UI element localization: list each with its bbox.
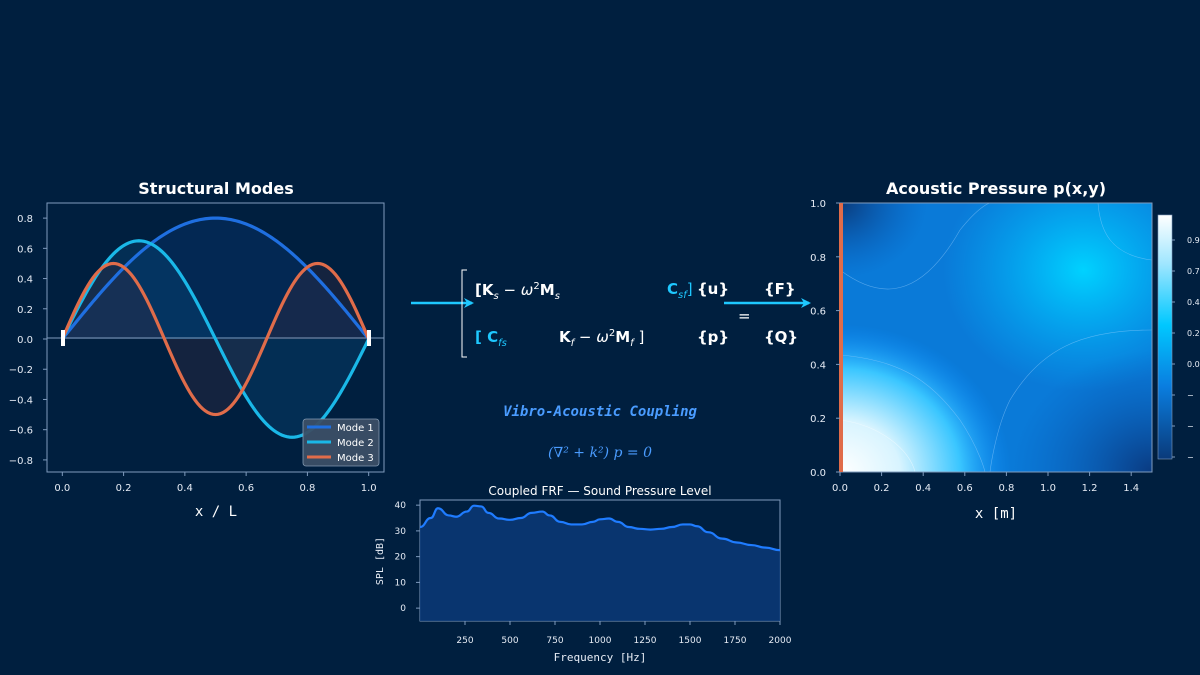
pressure-xtick-label: 1.2	[1082, 483, 1098, 494]
contour-line	[1097, 203, 1152, 261]
contour-line	[989, 329, 1152, 472]
pressure-ytick-label: 0.0	[810, 468, 826, 479]
pressure-ytick-label: 0.6	[810, 307, 826, 318]
modes-ytick-label: 0.6	[17, 244, 33, 255]
eq-row1-ks: [Ks − ω2Ms	[475, 281, 560, 302]
modes-ytick-label: −0.2	[9, 365, 33, 376]
legend-label-mode-1: Mode 1	[337, 423, 374, 434]
mode-1-fill	[62, 218, 369, 340]
modes-xtick-label: 0.0	[54, 483, 70, 494]
frf-xtick-label: 1250	[634, 636, 657, 646]
eq-row2-kf: Kf − ω2Mf ]	[559, 328, 644, 349]
frf-xtick-label: 750	[546, 636, 563, 646]
pressure-field	[840, 203, 1152, 472]
frf-xtick-label: 2000	[769, 636, 792, 646]
modes-ytick-label: −0.4	[9, 395, 33, 406]
acoustic-pressure-chart: Acoustic Pressure p(x,y) 0.0 0.2 0.4 0.6 0.8…	[810, 179, 1200, 522]
colorbar-tick-label: 0.4	[1187, 298, 1200, 307]
modes-xtick-label: 1.0	[361, 483, 377, 494]
colorbar-tick-label: 0.9	[1187, 236, 1200, 245]
colorbar-tick-label: 0.7	[1187, 267, 1200, 276]
colorbar-tick-label: −	[1187, 422, 1194, 431]
pressure-xtick-label: 0.0	[832, 483, 848, 494]
pressure-ytick-label: 0.4	[810, 360, 826, 371]
contour-line	[840, 203, 991, 290]
modes-title: Structural Modes	[138, 179, 293, 198]
modes-ytick-label: −0.6	[9, 426, 33, 437]
frf-xtick-label: 1500	[679, 636, 702, 646]
legend-label-mode-3: Mode 3	[337, 453, 374, 464]
modes-xtick-label: 0.6	[238, 483, 254, 494]
modes-ytick-label: 0.2	[17, 305, 33, 316]
frf-line	[419, 504, 781, 552]
modes-ytick-label: 0.0	[17, 335, 33, 346]
coupling-boundary	[839, 203, 843, 472]
frf-chart: Coupled FRF — Sound Pressure Level 250 50…	[375, 484, 792, 664]
frf-xtick-label: 250	[456, 636, 473, 646]
mode-1-line	[61, 216, 370, 341]
pressure-xtick-label: 1.0	[1040, 483, 1056, 494]
right-support-marker	[367, 330, 371, 346]
eq-row1-f: {F}	[764, 280, 796, 298]
frf-xtick-label: 1750	[724, 636, 747, 646]
colorbar-tick-label: −	[1187, 453, 1194, 462]
pressure-xlabel: x [m]	[975, 506, 1017, 522]
pressure-title: Acoustic Pressure p(x,y)	[886, 179, 1106, 198]
eq-equals: =	[738, 307, 751, 325]
frf-ytick-label: 20	[395, 553, 407, 563]
frf-ytick-label: 0	[400, 604, 406, 614]
pressure-ytick-label: 0.2	[810, 414, 826, 425]
legend-box	[302, 418, 380, 467]
modes-ytick-label: 0.4	[17, 275, 33, 286]
colorbar-tick-label: 0.0	[1187, 360, 1200, 369]
coupling-label: Vibro-Acoustic Coupling	[503, 404, 697, 420]
modes-xtick-label: 0.4	[177, 483, 193, 494]
pressure-xtick-label: 0.6	[957, 483, 973, 494]
structural-modes-chart: Structural Modes 0.0 0.2 0.4 0.6 0.8 1.0 −0.8…	[9, 179, 385, 520]
contour-line	[840, 354, 986, 472]
modes-ytick-label: 0.8	[17, 214, 33, 225]
frf-ytick-label: 30	[395, 527, 407, 537]
frf-ytick-label: 10	[395, 578, 407, 588]
modes-legend: Mode 1 Mode 2 Mode 3	[302, 418, 380, 467]
matrix-bracket	[461, 269, 467, 358]
modes-xtick-label: 0.8	[299, 483, 315, 494]
frf-xtick-label: 500	[501, 636, 518, 646]
frf-ylabel: SPL [dB]	[375, 537, 386, 585]
modes-ytick-label: −0.8	[9, 456, 33, 467]
modes-xtick-label: 0.2	[116, 483, 132, 494]
pressure-ytick-label: 1.0	[810, 199, 826, 210]
pressure-xtick-label: 1.4	[1123, 483, 1139, 494]
colorbar	[1157, 214, 1173, 460]
eq-row2-p: {p}	[697, 328, 729, 346]
left-support-marker	[61, 330, 65, 346]
eq-row2-q: {Q}	[764, 328, 798, 346]
colorbar-tick-label: −	[1187, 391, 1194, 400]
pressure-xtick-label: 0.4	[915, 483, 931, 494]
eq-row1-csf: Csf]	[667, 280, 693, 301]
frf-xlabel: Frequency [Hz]	[554, 651, 647, 664]
pressure-xtick-label: 0.2	[874, 483, 890, 494]
helmholtz-equation: (∇² + k²) p = 0	[548, 445, 652, 461]
contour-line	[840, 419, 916, 472]
mode-3-line	[60, 261, 371, 417]
pressure-ytick-label: 0.8	[810, 253, 826, 264]
frf-title: Coupled FRF — Sound Pressure Level	[488, 484, 711, 498]
frf-ytick-label: 40	[395, 501, 407, 511]
colorbar-tick-label: 0.2	[1187, 329, 1200, 338]
frf-area-fill	[420, 505, 780, 621]
legend-label-mode-2: Mode 2	[337, 438, 374, 449]
eq-row2-cfs: [ Cfs	[475, 328, 507, 349]
coupling-equation: [Ks − ω2Ms Csf] {u} {F} = [ Cfs Kf − ω2M…	[411, 269, 811, 461]
pressure-xtick-label: 0.8	[998, 483, 1014, 494]
eq-row1-u: {u}	[697, 280, 729, 298]
frf-xtick-label: 1000	[589, 636, 612, 646]
modes-xlabel: x / L	[195, 504, 237, 520]
field-hotspot	[840, 203, 1152, 472]
